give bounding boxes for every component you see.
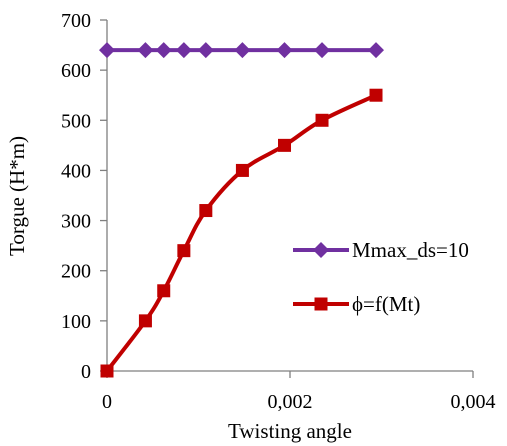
series-2-point bbox=[157, 284, 171, 298]
y-tick-label: 200 bbox=[61, 261, 91, 283]
y-tick-label: 100 bbox=[61, 311, 91, 333]
series-2-point bbox=[278, 138, 292, 152]
legend-marker-2 bbox=[314, 297, 328, 311]
x-axis-title: Twisting angle bbox=[228, 419, 352, 443]
y-axis-title: Torgue (H*m) bbox=[5, 136, 29, 256]
series-2-point bbox=[138, 314, 152, 328]
plot-area bbox=[99, 42, 385, 378]
x-tick-label: 0 bbox=[102, 391, 112, 413]
series-1-point bbox=[314, 42, 331, 59]
series-2-line bbox=[105, 93, 379, 373]
series-1-point bbox=[368, 42, 385, 59]
series-2 bbox=[100, 88, 383, 378]
x-tick-label: 0,002 bbox=[268, 391, 313, 413]
series-1-point bbox=[99, 42, 115, 59]
x-axis: 0 0,002 0,004 bbox=[102, 370, 496, 413]
series-1 bbox=[99, 42, 385, 59]
y-tick-label: 700 bbox=[61, 10, 91, 32]
y-tick-label: 500 bbox=[61, 110, 91, 132]
series-2-point bbox=[100, 364, 114, 378]
series-2-point bbox=[235, 163, 249, 177]
series-2-point bbox=[199, 204, 213, 218]
y-axis: 0 100 200 300 400 500 600 700 bbox=[61, 10, 108, 383]
legend-label-1: Mmax_ds=10 bbox=[352, 238, 469, 262]
y-tick-label: 0 bbox=[81, 361, 91, 383]
legend-label-2: ϕ=f(Mt) bbox=[352, 292, 420, 316]
y-tick-label: 600 bbox=[61, 60, 91, 82]
series-2-point bbox=[369, 88, 383, 102]
y-tick-label: 300 bbox=[61, 211, 91, 233]
series-1-point bbox=[155, 42, 172, 59]
legend-item-1: Mmax_ds=10 bbox=[293, 238, 469, 262]
legend-item-2: ϕ=f(Mt) bbox=[293, 292, 420, 316]
series-2-point bbox=[315, 113, 329, 127]
series-1-point bbox=[234, 42, 251, 59]
legend-marker-1 bbox=[313, 242, 329, 258]
series-1-point bbox=[175, 42, 192, 59]
series-1-point bbox=[197, 42, 214, 59]
legend: Mmax_ds=10 ϕ=f(Mt) bbox=[293, 238, 469, 316]
series-1-point bbox=[137, 42, 154, 59]
x-tick-label: 0,004 bbox=[451, 391, 496, 413]
series-2-point bbox=[177, 244, 191, 258]
y-tick-label: 400 bbox=[61, 160, 91, 182]
series-1-point bbox=[276, 42, 293, 59]
